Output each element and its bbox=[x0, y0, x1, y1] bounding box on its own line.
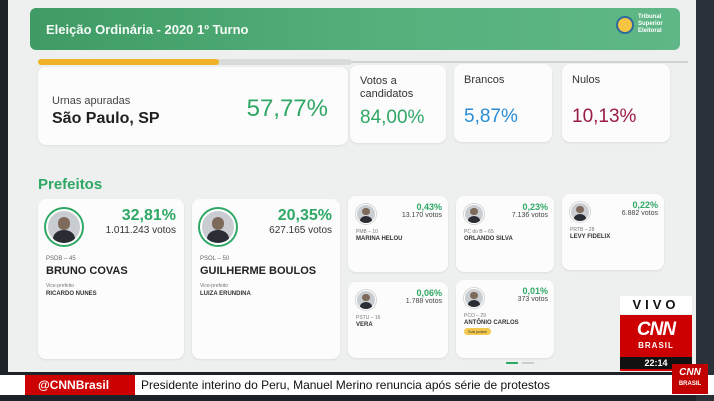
candidate-percent: 0,01% bbox=[522, 286, 548, 296]
tv-screen: Eleição Ordinária - 2020 1º Turno Tribun… bbox=[8, 0, 696, 372]
vice-name: LUIZA ERUNDINA bbox=[200, 291, 251, 297]
votos-candidatos-card: Votos a candidatos 84,00% bbox=[350, 65, 446, 143]
vice-name: RICARDO NUNES bbox=[46, 291, 97, 297]
candidate-photo bbox=[464, 288, 484, 308]
candidate-party: PMB – 10 bbox=[356, 229, 378, 235]
candidate-photo bbox=[356, 204, 376, 224]
candidate-card[interactable]: 0,06% 1.788 votos PSTU – 16 VERA bbox=[348, 282, 448, 358]
candidate-votes: 373 votos bbox=[517, 296, 548, 303]
stat-label: Brancos bbox=[464, 74, 505, 86]
candidate-percent: 0,06% bbox=[416, 288, 442, 298]
tse-logo: Tribunal Superior Eleitoral bbox=[616, 14, 672, 35]
counting-progress-fill bbox=[38, 59, 220, 65]
page-indicator-dot[interactable] bbox=[506, 362, 518, 364]
candidate-card[interactable]: 0,23% 7.136 votos PC do B – 65 ORLANDO S… bbox=[456, 196, 554, 272]
candidate-party: PC do B – 65 bbox=[464, 229, 494, 235]
candidate-party: PSDB – 45 bbox=[46, 256, 76, 262]
cnn-brand-text: BRASIL bbox=[638, 341, 674, 350]
election-header: Eleição Ordinária - 2020 1º Turno Tribun… bbox=[30, 8, 680, 50]
candidate-votes: 6.882 votos bbox=[621, 210, 658, 217]
vice-label: Vice-prefeito bbox=[46, 283, 74, 289]
page-indicator bbox=[506, 362, 534, 364]
candidate-card[interactable]: 0,01% 373 votos PCO – 29 ANTÔNIO CARLOS … bbox=[456, 280, 554, 358]
stat-label: Votos a candidatos bbox=[360, 75, 414, 100]
summary-percent: 57,77% bbox=[246, 95, 328, 122]
candidate-card[interactable]: 0,43% 13.170 votos PMB – 10 MARINA HELOU bbox=[348, 196, 448, 272]
candidate-card[interactable]: 32,81% 1.011.243 votos PSDB – 45 BRUNO C… bbox=[38, 199, 184, 359]
candidate-photo bbox=[356, 290, 376, 310]
candidate-photo bbox=[464, 204, 484, 224]
candidate-name: ANTÔNIO CARLOS bbox=[464, 320, 519, 326]
ticker-headline: Presidente interino do Peru, Manuel Meri… bbox=[141, 378, 550, 392]
candidate-votes: 13.170 votos bbox=[401, 212, 442, 219]
summary-city: São Paulo, SP bbox=[52, 110, 160, 127]
page-indicator-dot[interactable] bbox=[522, 362, 534, 364]
cnn-brasil-logo: CNN BRASIL 22:14 bbox=[620, 315, 692, 371]
stat-value: 5,87% bbox=[464, 106, 518, 127]
stat-label: Nulos bbox=[572, 74, 601, 86]
candidate-name: BRUNO COVAS bbox=[46, 265, 128, 277]
candidate-photo bbox=[200, 209, 236, 245]
candidate-name: GUILHERME BOULOS bbox=[200, 265, 317, 277]
candidate-percent: 20,35% bbox=[277, 207, 332, 224]
candidate-photo bbox=[570, 202, 590, 222]
section-title: Prefeitos bbox=[38, 176, 103, 193]
summary-label: Urnas apuradas bbox=[52, 95, 131, 107]
candidate-votes: 1.011.243 votos bbox=[105, 225, 176, 236]
candidate-votes: 7.136 votos bbox=[511, 212, 548, 219]
tse-seal-icon bbox=[616, 15, 634, 34]
tse-logo-text: Tribunal Superior Eleitoral bbox=[638, 14, 663, 34]
candidate-name: MARINA HELOU bbox=[356, 236, 403, 242]
candidate-name: LEVY FIDELIX bbox=[570, 234, 611, 240]
candidate-votes: 1.788 votos bbox=[405, 298, 442, 305]
stat-value: 10,13% bbox=[572, 106, 637, 127]
candidate-percent: 0,43% bbox=[416, 202, 442, 212]
tv-bezel bbox=[696, 0, 714, 401]
candidate-percent: 32,81% bbox=[121, 207, 176, 224]
cnn-watermark: CNN BRASIL bbox=[672, 364, 708, 394]
candidate-card[interactable]: 20,35% 627.165 votos PSOL – 50 GUILHERME… bbox=[192, 199, 340, 359]
vice-label: Vice-prefeito bbox=[200, 283, 228, 289]
cnn-logo-text: CNN bbox=[636, 319, 676, 340]
sub-judice-badge: Sub judice bbox=[464, 328, 491, 335]
watermark-logo: CNN bbox=[679, 367, 701, 378]
candidate-party: PRTB – 28 bbox=[570, 227, 595, 233]
live-badge: VIVO bbox=[620, 296, 692, 314]
candidate-name: VERA bbox=[356, 322, 373, 328]
watermark-brand: BRASIL bbox=[678, 381, 702, 387]
candidate-percent: 0,22% bbox=[632, 200, 658, 210]
header-title: Eleição Ordinária - 2020 1º Turno bbox=[46, 22, 249, 37]
candidate-name: ORLANDO SILVA bbox=[464, 236, 513, 242]
candidate-card[interactable]: 0,22% 6.882 votos PRTB – 28 LEVY FIDELIX bbox=[562, 194, 664, 270]
candidate-votes: 627.165 votos bbox=[269, 225, 332, 236]
brancos-card: Brancos 5,87% bbox=[454, 64, 552, 142]
news-ticker: @CNNBrasil Presidente interino do Peru, … bbox=[0, 375, 714, 395]
nulos-card: Nulos 10,13% bbox=[562, 64, 670, 142]
candidate-photo bbox=[46, 209, 82, 245]
candidate-party: PSTU – 16 bbox=[356, 315, 381, 321]
ticker-handle: @CNNBrasil bbox=[25, 375, 135, 395]
stat-value: 84,00% bbox=[360, 107, 425, 128]
candidate-percent: 0,23% bbox=[522, 202, 548, 212]
candidate-party: PCO – 29 bbox=[464, 313, 486, 319]
progress-divider bbox=[352, 61, 688, 63]
counting-progress-bar bbox=[38, 59, 352, 65]
candidate-party: PSOL – 50 bbox=[200, 256, 230, 262]
urnas-apuradas-card: Urnas apuradas São Paulo, SP 57,77% bbox=[38, 67, 348, 145]
